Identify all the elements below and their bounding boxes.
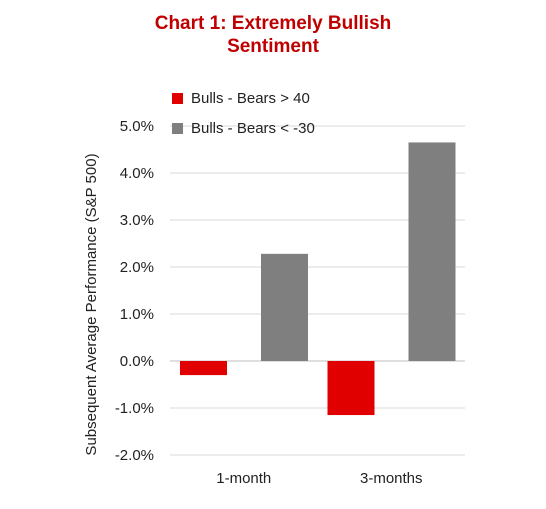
- chart-title-line2: Sentiment: [227, 36, 319, 57]
- bar-bulls-bears-gt-40-3-months: [327, 361, 375, 416]
- y-tick-label: 3.0%: [120, 212, 154, 229]
- legend-swatch: [172, 123, 183, 134]
- x-category-label: 3-months: [360, 470, 423, 487]
- y-tick-label: 1.0%: [120, 306, 154, 323]
- y-tick-label: 0.0%: [120, 353, 154, 370]
- legend: Bulls - Bears > 40 Bulls - Bears < -30: [172, 90, 315, 137]
- y-tick-label: -2.0%: [115, 447, 154, 464]
- chart-title-line1: Chart 1: Extremely Bullish: [154, 13, 392, 34]
- bar-bulls-bears-lt-neg30-1-month: [261, 253, 308, 361]
- y-tick-label: -1.0%: [115, 400, 154, 417]
- legend-swatch: [172, 93, 183, 104]
- legend-label: Bulls - Bears > 40: [191, 90, 310, 107]
- chart-title: Chart 1: Extremely Bullish Sentiment: [0, 12, 546, 58]
- bar-bulls-bears-gt-40-1-month: [180, 361, 227, 376]
- y-tick-label: 5.0%: [120, 118, 154, 135]
- x-axis-categories: 1-month 3-months: [216, 470, 422, 487]
- y-tick-label: 4.0%: [120, 165, 154, 182]
- y-axis-ticks: 5.0% 4.0% 3.0% 2.0% 1.0% 0.0% -1.0% -2.0%: [115, 118, 154, 464]
- bar-bulls-bears-lt-neg30-3-months: [408, 142, 456, 361]
- x-category-label: 1-month: [216, 470, 271, 487]
- bars: [180, 142, 456, 416]
- y-tick-label: 2.0%: [120, 259, 154, 276]
- y-axis-title: Subsequent Average Performance (S&P 500): [83, 153, 100, 455]
- legend-label: Bulls - Bears < -30: [191, 120, 315, 137]
